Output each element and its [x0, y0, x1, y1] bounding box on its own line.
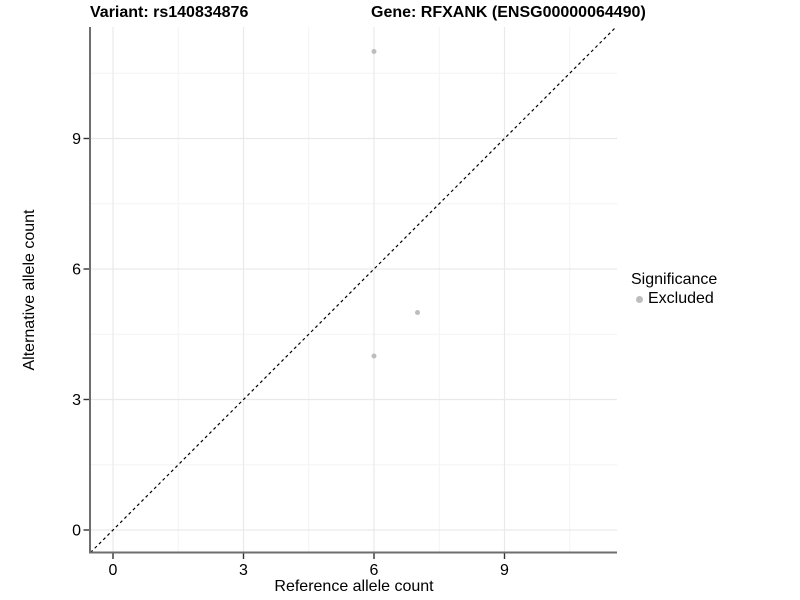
identity-line	[90, 26, 617, 553]
grid-minor	[90, 27, 617, 553]
plot-title-gene: Gene: RFXANK (ENSG00000064490)	[371, 4, 646, 21]
tick-labels: 0 3 6 9 0 3 6 9	[72, 131, 509, 579]
legend-item-label: Excluded	[648, 290, 714, 307]
x-tick-label: 6	[370, 562, 379, 579]
axis-lines	[89, 27, 617, 554]
data-point	[371, 49, 377, 54]
data-point	[415, 310, 420, 315]
y-tick-label: 0	[72, 523, 81, 540]
y-tick-label: 3	[72, 392, 81, 409]
grid-major	[90, 27, 617, 553]
legend: Significance Excluded	[631, 271, 717, 308]
x-tick-label: 0	[109, 562, 118, 579]
y-tick-label: 6	[72, 262, 81, 279]
y-tick-label: 9	[72, 131, 81, 148]
x-tick-label: 3	[239, 562, 248, 579]
x-axis-title: Reference allele count	[274, 578, 434, 595]
data-points-excluded	[371, 49, 420, 359]
y-axis-title: Alternative allele count	[21, 209, 38, 371]
legend-title: Significance	[631, 271, 718, 288]
legend-item-excluded: Excluded	[631, 290, 717, 308]
legend-point-icon	[636, 295, 643, 303]
data-point	[371, 353, 377, 359]
x-tick-label: 9	[500, 562, 509, 579]
plot-title-variant: Variant: rs140834876	[90, 4, 249, 21]
axis-ticks	[83, 137, 506, 559]
